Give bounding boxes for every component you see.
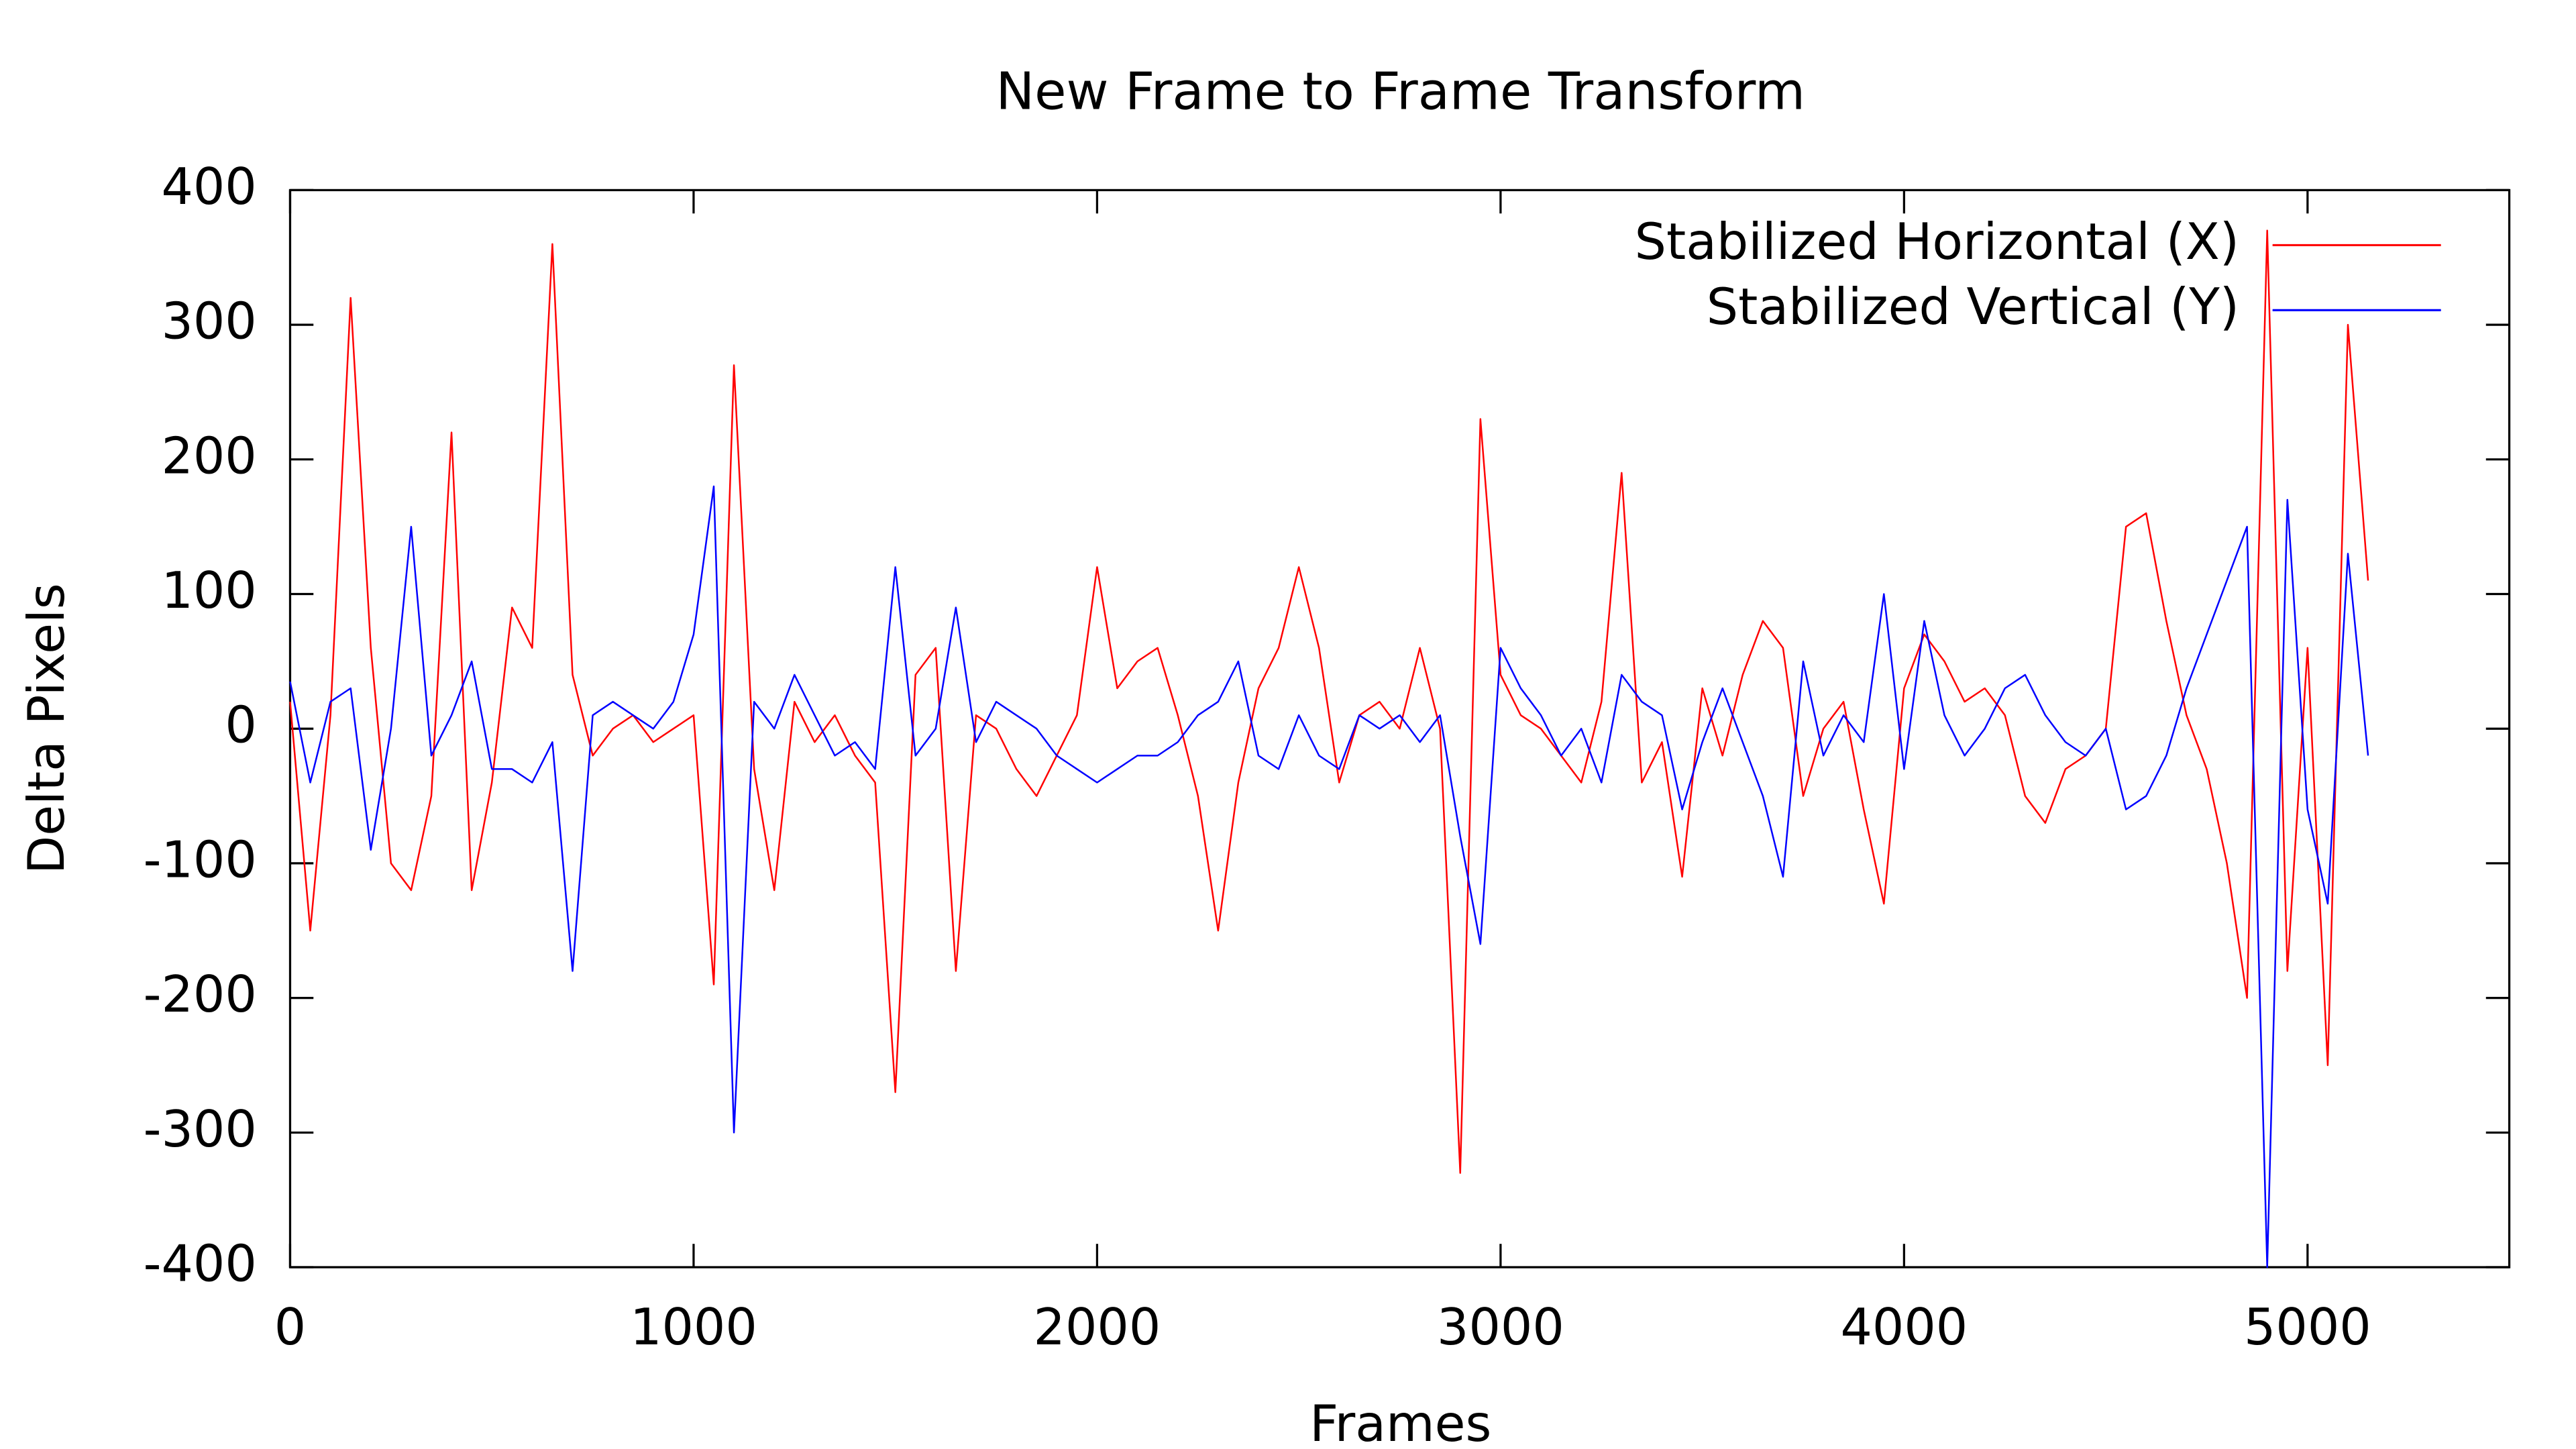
y-tick-label: -200	[144, 965, 257, 1024]
y-tick-label: -300	[144, 1100, 257, 1159]
series-line	[289, 485, 2369, 1269]
y-tick-label: 400	[161, 158, 256, 216]
x-tick-label: 0	[274, 1298, 306, 1356]
y-tick-label: 100	[161, 561, 256, 620]
x-tick-label: 1000	[630, 1298, 757, 1356]
chart-title: New Frame to Frame Transform	[996, 62, 1805, 122]
y-tick-label: 200	[161, 427, 256, 485]
x-tick-label: 4000	[1841, 1298, 1968, 1356]
x-tick-label: 3000	[1437, 1298, 1564, 1356]
x-tick-label: 5000	[2244, 1298, 2371, 1356]
legend-label: Stabilized Horizontal (X)	[1635, 213, 2239, 271]
y-tick-label: -100	[144, 830, 257, 889]
legend-label: Stabilized Vertical (Y)	[1707, 278, 2239, 336]
y-tick-label: -400	[144, 1235, 257, 1293]
y-axis-label: Delta Pixels	[17, 583, 76, 874]
series-line	[289, 229, 2369, 1174]
x-tick-label: 2000	[1034, 1298, 1161, 1356]
y-tick-label: 0	[225, 696, 256, 755]
y-tick-label: 300	[161, 292, 256, 351]
x-axis-label: Frames	[1309, 1395, 1491, 1449]
